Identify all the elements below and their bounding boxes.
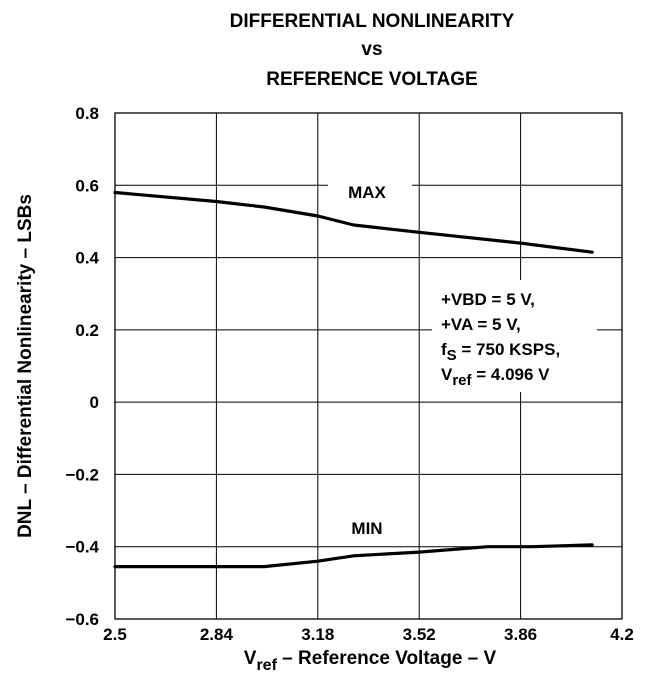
x-tick-labels: 2.5 2.84 3.18 3.52 3.86 4.2	[103, 625, 634, 644]
x-axis-label: Vref – Reference Voltage – V	[244, 648, 497, 674]
max-label-background	[328, 175, 412, 209]
y-tick-label: 0	[90, 393, 99, 412]
condition-vbd: +VBD = 5 V,	[441, 290, 535, 309]
min-label-background	[328, 512, 412, 542]
y-tick-label: 0.4	[75, 249, 99, 268]
series-label-min: MIN	[351, 519, 382, 538]
y-tick-label: 0.6	[75, 176, 99, 195]
series-group	[113, 190, 594, 569]
y-tick-labels: 0.8 0.6 0.4 0.2 0 −0.2 −0.4 −0.6	[65, 104, 99, 629]
title-line-2: vs	[361, 39, 382, 60]
y-axis-label: DNL – Differential Nonlinearity – LSBs	[15, 194, 36, 538]
y-tick-label: −0.2	[65, 465, 99, 484]
y-tick-label: 0.8	[75, 104, 99, 123]
test-conditions: +VBD = 5 V, +VA = 5 V, fS = 750 KSPS, Vr…	[441, 290, 560, 389]
series-line-min	[113, 543, 594, 569]
chart-title: DIFFERENTIAL NONLINEARITY vs REFERENCE V…	[230, 11, 515, 90]
x-tick-label: 3.86	[504, 625, 537, 644]
y-tick-label: −0.6	[65, 610, 99, 629]
condition-vref: Vref = 4.096 V	[441, 365, 550, 389]
x-tick-label: 4.2	[610, 625, 634, 644]
condition-fs: fS = 750 KSPS,	[441, 340, 560, 364]
x-tick-label: 3.52	[403, 625, 436, 644]
condition-va: +VA = 5 V,	[441, 315, 521, 334]
conditions-box	[432, 280, 597, 392]
x-tick-label: 3.18	[301, 625, 334, 644]
y-tick-label: 0.2	[75, 321, 99, 340]
title-line-1: DIFFERENTIAL NONLINEARITY	[230, 11, 515, 32]
series-label-max: MAX	[348, 183, 386, 202]
title-line-3: REFERENCE VOLTAGE	[266, 69, 477, 90]
x-tick-label: 2.84	[200, 625, 234, 644]
series-line-max	[113, 190, 594, 254]
x-tick-label: 2.5	[103, 625, 127, 644]
y-tick-label: −0.4	[65, 538, 99, 557]
plot-frame	[114, 112, 623, 620]
